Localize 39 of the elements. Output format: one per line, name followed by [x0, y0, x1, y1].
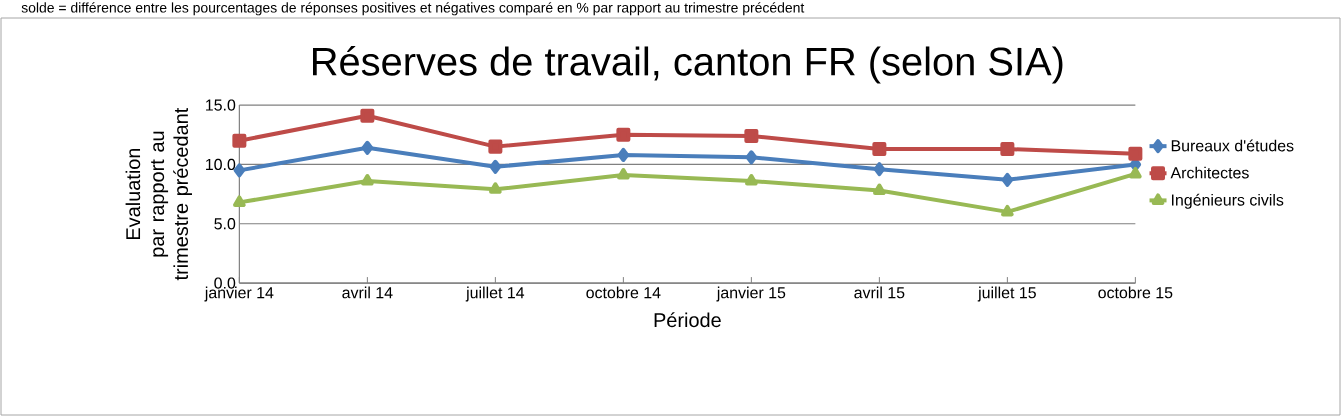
point	[1128, 146, 1143, 161]
point	[232, 133, 247, 148]
point	[360, 108, 375, 123]
x-tick-label: juillet 14	[465, 286, 525, 302]
point	[1000, 142, 1015, 156]
legend-label: Bureaux d'études	[1171, 139, 1294, 152]
point	[1001, 204, 1014, 217]
chart-subtitle: solde = différence entre les pourcentages de réponses positives et négatives comparé en % par rapport au trimestre précédent	[21, 2, 805, 16]
y-tick-label: 10.0	[206, 158, 236, 171]
point	[489, 159, 502, 174]
x-tick-label: juillet 15	[977, 286, 1036, 302]
point	[617, 168, 630, 180]
legend-label: Architectes	[1170, 166, 1249, 179]
point	[361, 140, 374, 155]
point	[1001, 172, 1014, 187]
point	[873, 162, 886, 177]
point	[745, 150, 758, 165]
point	[488, 139, 503, 154]
x-axis-title: Période	[654, 312, 721, 328]
y-tick-label: 15.0	[206, 99, 236, 111]
point	[872, 142, 887, 156]
point	[616, 127, 631, 142]
point	[745, 174, 758, 186]
x-tick-label: octobre 14	[586, 286, 661, 299]
y-axis-title: Evaluation par rapport au trimestre précedant	[125, 107, 192, 281]
x-tick-label: janvier 15	[716, 286, 786, 302]
point	[489, 182, 502, 194]
x-tick-label: avril 15	[854, 286, 905, 299]
y-tick-label: 5.0	[214, 218, 236, 230]
point	[361, 174, 374, 186]
x-tick-label: avril 14	[342, 286, 393, 299]
chart-title: Réserves de travail, canton FR (selon SIA)	[313, 46, 1063, 84]
point	[1129, 166, 1142, 179]
legend-label: Ingénieurs civils	[1171, 193, 1284, 209]
point	[617, 147, 630, 162]
point	[744, 128, 759, 143]
point	[233, 195, 246, 207]
point	[873, 183, 886, 196]
x-tick-label: octobre 15	[1098, 286, 1173, 299]
